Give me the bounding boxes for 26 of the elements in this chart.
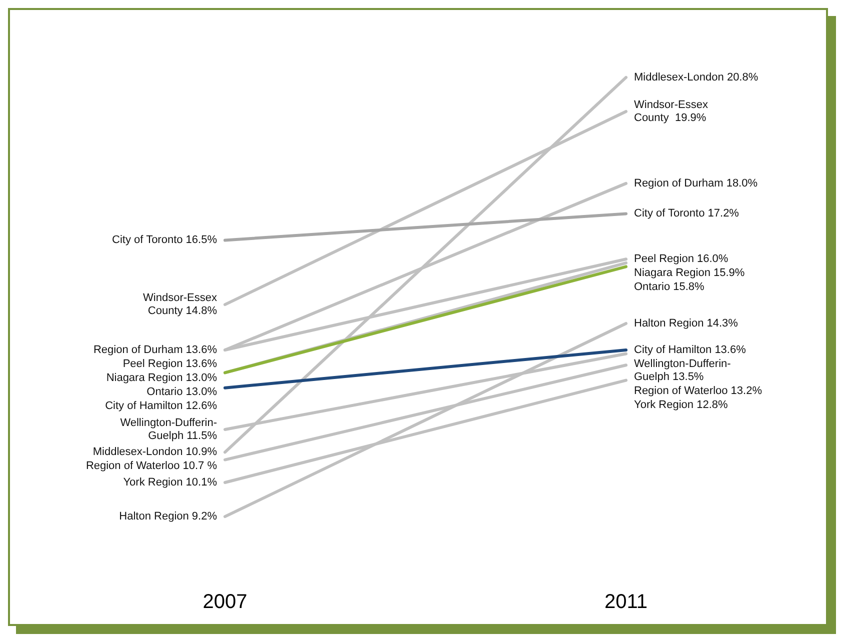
data-label: Halton Region 14.3% <box>634 318 738 330</box>
data-label: York Region 12.8% <box>634 399 728 411</box>
data-label: Middlesex-London 20.8% <box>634 71 758 84</box>
data-label: York Region 10.1% <box>123 476 218 488</box>
data-label: Region of Waterloo 10.7 % <box>86 460 218 472</box>
data-label: City of Toronto 16.5% <box>112 234 218 246</box>
data-label: Wellington-Dufferin- Guelph 11.5% <box>120 417 218 442</box>
data-label: Peel Region 16.0% <box>634 253 728 266</box>
data-label: City of Hamilton 13.6% <box>634 344 746 356</box>
data-label: City of Hamilton 12.6% <box>105 400 218 412</box>
data-label: Windsor-Essex County 19.9% <box>634 99 708 124</box>
data-label: Ontario 15.8% <box>634 281 705 294</box>
data-label: Region of Durham 18.0% <box>634 177 758 190</box>
data-label: City of Toronto 17.2% <box>634 208 740 220</box>
data-label: Ontario 13.0% <box>146 386 218 398</box>
data-label: Wellington-Dufferin- Guelph 13.5% <box>634 358 732 383</box>
data-label: Region of Durham 13.6% <box>93 344 218 356</box>
data-label: Middlesex-London 10.9% <box>92 446 218 458</box>
data-label: Halton Region 9.2% <box>119 510 218 523</box>
data-label: Niagara Region 15.9% <box>634 267 745 280</box>
data-label: Niagara Region 13.0% <box>106 372 218 384</box>
x-tick-label: 2011 <box>604 591 648 613</box>
data-label: Windsor-Essex County 14.8% <box>143 292 218 318</box>
data-label: Region of Waterloo 13.2% <box>634 385 762 397</box>
data-label: Peel Region 13.6% <box>122 358 218 370</box>
x-tick-label: 2007 <box>202 591 248 613</box>
